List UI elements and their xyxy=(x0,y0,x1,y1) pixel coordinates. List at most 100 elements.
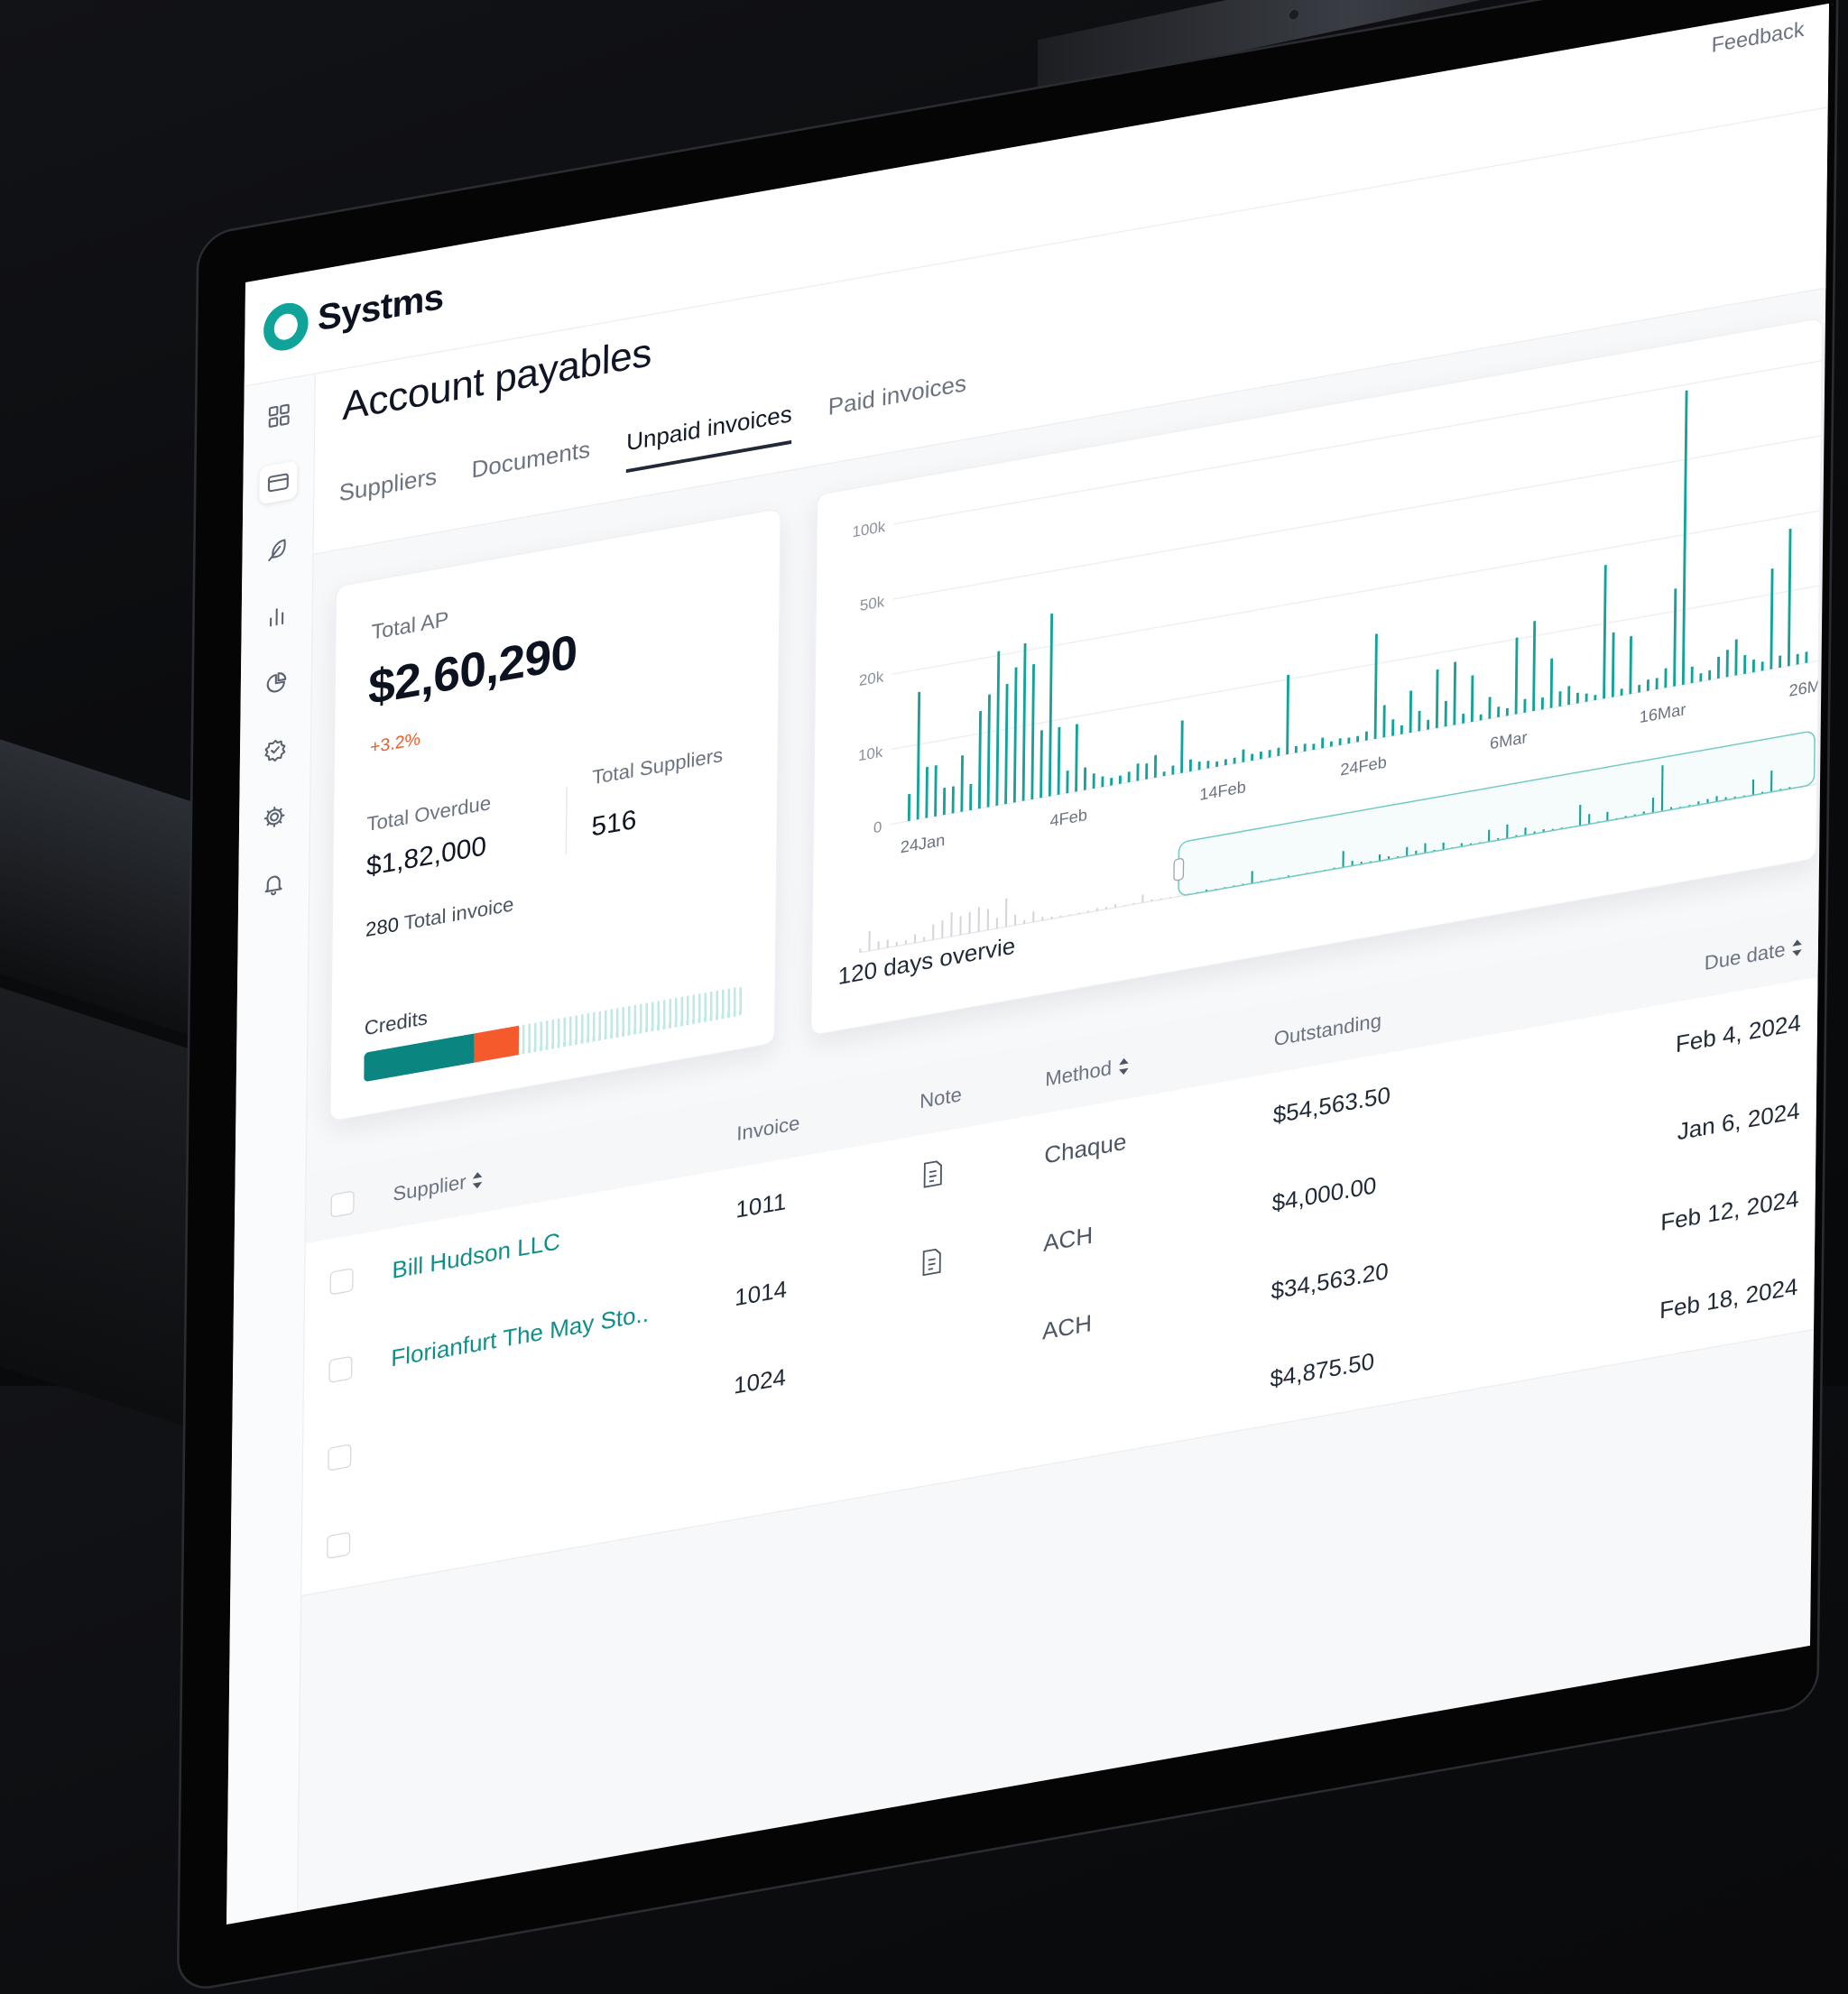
row-checkbox[interactable] xyxy=(328,1356,352,1384)
outstanding-amount: $4,000.00 xyxy=(1271,1173,1376,1218)
divider xyxy=(566,787,568,855)
column-method[interactable]: Method xyxy=(1045,1054,1128,1092)
x-tick-label: 26Mar xyxy=(1788,673,1822,700)
badge-check-icon xyxy=(263,736,287,764)
supplier-link[interactable]: Bill Hudson LLC xyxy=(392,1229,560,1286)
navigator-handle[interactable] xyxy=(1174,858,1184,881)
bar xyxy=(1269,750,1271,758)
bar xyxy=(1805,651,1807,663)
row-checkbox[interactable] xyxy=(327,1532,350,1560)
gridline xyxy=(891,586,1818,749)
bar xyxy=(1726,650,1729,677)
bar xyxy=(1797,654,1799,665)
bar xyxy=(1734,639,1737,675)
column-label: Due date xyxy=(1705,938,1786,976)
column-supplier[interactable]: Supplier xyxy=(393,1168,483,1206)
bar xyxy=(1145,763,1148,780)
bar xyxy=(1049,614,1053,797)
bar xyxy=(1418,711,1420,732)
bar xyxy=(1198,762,1201,771)
bar xyxy=(1013,667,1018,802)
bar xyxy=(1743,655,1746,674)
bar xyxy=(1004,684,1008,805)
bar xyxy=(1558,691,1561,706)
navigator-bar xyxy=(1141,894,1143,902)
due-date: Feb 18, 2024 xyxy=(1622,1274,1797,1332)
invoice-number: 1014 xyxy=(735,1277,787,1313)
bar xyxy=(1163,771,1166,776)
bar xyxy=(1576,693,1579,704)
bar xyxy=(1612,632,1615,697)
navigator-bar xyxy=(1032,911,1034,922)
feedback-link[interactable]: Feedback xyxy=(1712,17,1805,58)
x-tick-label: 16Mar xyxy=(1640,699,1686,726)
row-checkbox[interactable] xyxy=(328,1444,351,1472)
bar xyxy=(1532,621,1536,711)
column-due-date[interactable]: Due date xyxy=(1655,936,1802,985)
bar xyxy=(1497,706,1500,717)
gridline xyxy=(892,436,1820,599)
select-all-checkbox[interactable] xyxy=(330,1190,354,1218)
note-icon[interactable] xyxy=(922,1159,944,1196)
bar xyxy=(1101,776,1104,787)
due-date: Feb 12, 2024 xyxy=(1622,1186,1798,1244)
overdue-value: $1,82,000 xyxy=(366,830,486,883)
overdue-label: Total Overdue xyxy=(366,791,491,836)
sidebar-item-feather[interactable] xyxy=(258,528,296,572)
bar xyxy=(960,755,964,812)
bar xyxy=(925,767,929,818)
navigator-bar xyxy=(1114,904,1116,908)
invoice-number: 1011 xyxy=(735,1189,786,1225)
y-tick-label: 10k xyxy=(858,743,883,765)
bar xyxy=(1480,714,1483,720)
navigator-bar xyxy=(923,937,925,942)
y-tick-label: 20k xyxy=(859,668,884,689)
bar xyxy=(952,786,955,813)
bar xyxy=(1084,767,1086,789)
bar xyxy=(995,651,1000,806)
bar xyxy=(1330,741,1333,746)
navigator-bar xyxy=(896,942,898,946)
total-ap-label: Total AP xyxy=(371,607,448,645)
x-tick-label: 14Feb xyxy=(1199,777,1246,804)
bell-icon xyxy=(262,870,285,898)
bar xyxy=(1647,679,1649,691)
navigator-bar xyxy=(1005,898,1007,927)
bar xyxy=(1717,657,1720,679)
sidebar-item-notifications[interactable] xyxy=(254,862,292,906)
due-date: Feb 4, 2024 xyxy=(1625,1011,1801,1068)
navigator-bar xyxy=(905,940,907,945)
bar xyxy=(1664,668,1667,688)
sidebar-item-dashboard[interactable] xyxy=(260,393,298,438)
sidebar-item-settings[interactable] xyxy=(255,795,293,839)
gridline xyxy=(892,511,1819,674)
navigator-bar xyxy=(1050,917,1052,919)
bar xyxy=(1488,697,1491,719)
due-date: Jan 6, 2024 xyxy=(1623,1098,1799,1156)
navigator-bar xyxy=(868,931,870,951)
bar xyxy=(1347,737,1350,743)
sidebar-item-reports[interactable] xyxy=(258,595,296,639)
supplier-link[interactable]: Florianfurt The May Sto.. xyxy=(391,1301,649,1373)
invoice-count: 280 xyxy=(365,913,399,941)
bar xyxy=(1242,749,1244,762)
bar xyxy=(1251,753,1253,761)
x-tick-label: 24Jan xyxy=(901,830,946,857)
sidebar-item-verified[interactable] xyxy=(256,728,294,772)
sidebar-item-payables[interactable] xyxy=(259,460,297,504)
bar xyxy=(1691,667,1694,684)
note-icon[interactable] xyxy=(921,1247,943,1284)
bar xyxy=(1075,724,1078,791)
navigator-bar xyxy=(1014,915,1016,926)
row-checkbox[interactable] xyxy=(329,1268,353,1296)
bar xyxy=(1030,664,1035,799)
bar xyxy=(1550,658,1553,707)
summary-card: Total AP $2,60,290 +3.2% Total Overdue $… xyxy=(329,508,781,1122)
bar xyxy=(1699,673,1702,682)
bar xyxy=(1673,588,1677,687)
navigator-bar xyxy=(887,939,889,947)
bar xyxy=(1682,390,1688,685)
sidebar-item-analytics[interactable] xyxy=(257,661,295,706)
bar xyxy=(1462,714,1465,724)
bar xyxy=(1206,761,1209,769)
